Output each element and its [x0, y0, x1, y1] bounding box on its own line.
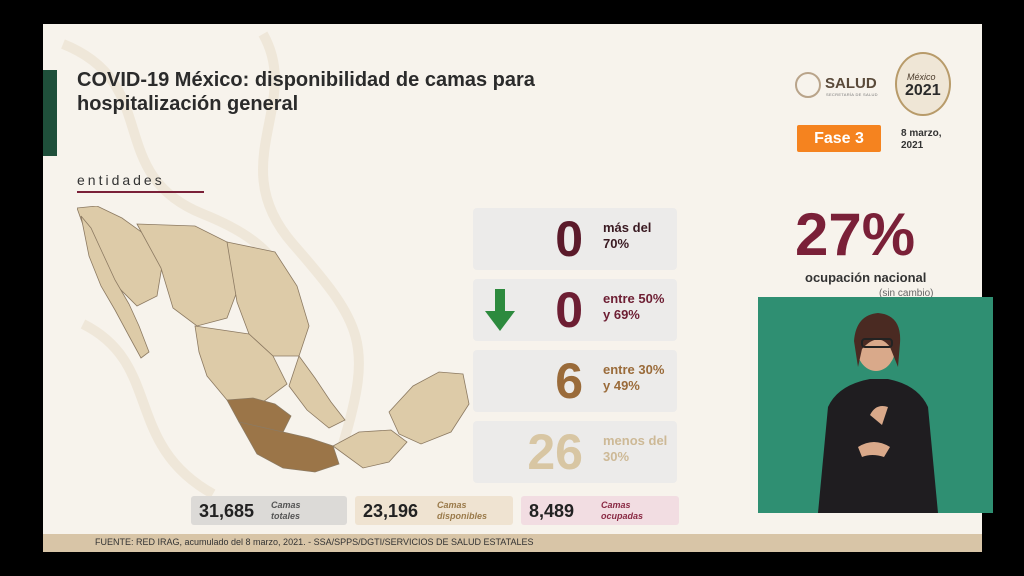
- total-beds-label: Camas totales: [271, 500, 301, 521]
- available-beds-box: 23,196 Camas disponibles: [355, 496, 513, 525]
- national-occupancy-value: 27%: [795, 201, 916, 268]
- total-beds-box: 31,685 Camas totales: [191, 496, 347, 525]
- salud-emblem-icon: [795, 72, 821, 98]
- card-over-70-value: 0: [555, 211, 583, 267]
- phase-badge: Fase 3: [797, 125, 881, 152]
- card-under-30-value: 26: [527, 424, 583, 480]
- salud-logo-subtext: SECRETARÍA DE SALUD: [826, 92, 878, 97]
- year-logo-script: México: [907, 72, 936, 82]
- page-title: COVID-19 México: disponibilidad de camas…: [77, 69, 535, 115]
- map-region-south-highlight: [238, 421, 340, 473]
- total-beds-value: 31,685: [199, 501, 255, 521]
- national-occupancy-label: ocupación nacional: [805, 270, 927, 285]
- card-30-49: 6 entre 30% y 49%: [473, 350, 677, 412]
- source-text: FUENTE: RED IRAG, acumulado del 8 marzo,…: [95, 537, 534, 547]
- salud-logo: SALUD SECRETARÍA DE SALUD: [795, 72, 883, 98]
- slide: COVID-19 México: disponibilidad de camas…: [43, 24, 982, 552]
- card-over-70-label: más del 70%: [603, 220, 652, 251]
- card-30-49-label: entre 30% y 49%: [603, 362, 665, 393]
- card-50-69-value: 0: [555, 282, 583, 338]
- map-region-north-central: [136, 223, 243, 327]
- sign-language-interpreter-video: [758, 297, 993, 513]
- year-logo-number: 2021: [905, 82, 941, 99]
- mexico-states-map: [77, 206, 470, 473]
- card-30-49-value: 6: [555, 353, 583, 409]
- map-region-baja-peninsula: [80, 215, 150, 359]
- interpreter-figure: [818, 313, 938, 513]
- title-accent-bar: [43, 70, 57, 156]
- available-beds-value: 23,196: [363, 501, 419, 521]
- salud-logo-text: SALUD: [825, 75, 877, 92]
- available-beds-label: Camas disponibles: [437, 500, 488, 521]
- card-over-70: 0 más del 70%: [473, 208, 677, 270]
- report-date: 8 marzo, 2021: [901, 128, 942, 151]
- section-label: entidades: [77, 172, 165, 188]
- year-2021-logo: México 2021: [895, 52, 951, 116]
- national-occupancy-sub: (sin cambio): [879, 288, 934, 299]
- map-region-southeast: [332, 429, 408, 469]
- down-arrow-icon: [485, 289, 515, 331]
- map-region-yucatan: [388, 371, 470, 445]
- source-footer: FUENTE: RED IRAG, acumulado del 8 marzo,…: [43, 534, 982, 552]
- occupied-beds-box: 8,489 Camas ocupadas: [521, 496, 679, 525]
- card-50-69-label: entre 50% y 69%: [603, 291, 665, 322]
- card-under-30: 26 menos del 30%: [473, 421, 677, 483]
- occupied-beds-label: Camas ocupadas: [601, 500, 644, 521]
- card-50-69: 0 entre 50% y 69%: [473, 279, 677, 341]
- section-underline: [77, 191, 204, 193]
- map-region-gulf: [288, 355, 346, 429]
- card-under-30-label: menos del 30%: [603, 433, 668, 464]
- occupied-beds-value: 8,489: [529, 501, 575, 521]
